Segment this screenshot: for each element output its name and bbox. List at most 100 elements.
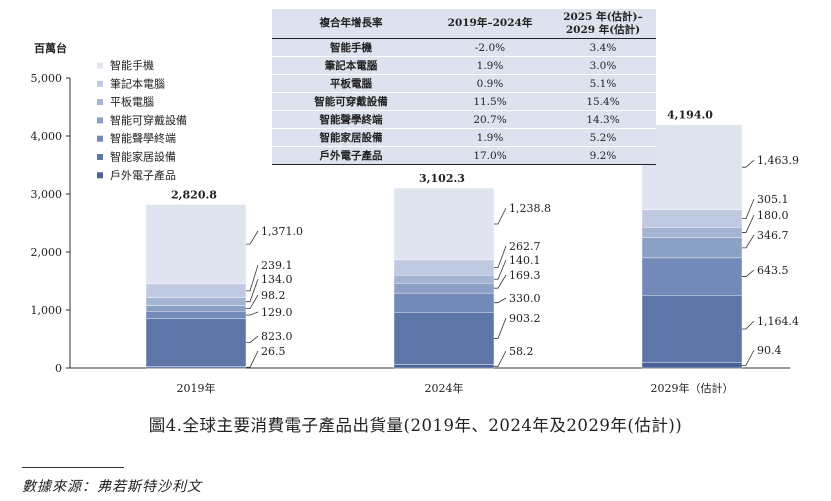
label-leader-line xyxy=(494,259,507,280)
cagr-header-period-2-line2: 2029 年(估計) xyxy=(565,23,641,36)
cagr-row-name: 智能家居設備 xyxy=(319,132,383,144)
data-label: 1,371.0 xyxy=(261,225,303,238)
bar-segment xyxy=(393,187,495,261)
label-leader-line xyxy=(494,350,507,367)
legend-swatch xyxy=(97,62,103,69)
data-label: 129.0 xyxy=(261,306,293,319)
y-tick-label: 4,000 xyxy=(31,130,63,143)
data-label: 330.0 xyxy=(509,292,541,305)
label-leader-line xyxy=(246,335,259,343)
cagr-row: 智能聲學終端 20.7% 14.3% xyxy=(272,111,656,129)
y-tick-label: 0 xyxy=(55,362,62,375)
label-leader-line xyxy=(246,278,259,303)
bar-segment xyxy=(145,283,247,298)
legend-swatch xyxy=(97,154,103,160)
label-leader-line xyxy=(246,264,259,292)
source-divider xyxy=(22,467,124,468)
label-leader-line xyxy=(494,297,507,304)
cagr-value-2025-2029: 14.3% xyxy=(586,113,620,126)
bar-segment xyxy=(145,366,247,369)
data-label: 643.5 xyxy=(757,264,789,277)
cagr-value-2025-2029: 3.4% xyxy=(589,41,617,54)
data-label: 346.7 xyxy=(757,229,789,242)
bar-segment xyxy=(145,204,247,285)
label-leader-line xyxy=(742,214,755,233)
bar-total-label: 4,194.0 xyxy=(667,109,713,122)
cagr-row: 智能家居設備 1.9% 5.2% xyxy=(272,129,656,147)
cagr-value-2025-2029: 5.1% xyxy=(589,77,617,90)
cagr-value-2019-2024: 1.9% xyxy=(476,131,504,144)
bar-segment xyxy=(145,311,247,319)
data-label: 180.0 xyxy=(757,209,789,222)
x-category-label: 2029年（估計） xyxy=(651,381,734,395)
cagr-row: 智能手機 -2.0% 3.4% xyxy=(272,39,656,57)
label-leader-line xyxy=(246,294,259,309)
x-category-label: 2024年 xyxy=(425,381,464,395)
data-label: 903.2 xyxy=(509,312,541,325)
legend-swatch xyxy=(97,117,103,124)
label-leader-line xyxy=(494,245,507,268)
source-note: 數據來源：弗若斯特沙利文 xyxy=(22,479,202,495)
label-leader-line xyxy=(246,311,259,316)
y-tick-label: 3,000 xyxy=(31,188,63,201)
data-label: 239.1 xyxy=(261,259,293,272)
data-label: 98.2 xyxy=(261,289,286,302)
label-leader-line xyxy=(742,159,755,168)
cagr-value-2019-2024: 0.9% xyxy=(476,77,504,90)
legend-swatch xyxy=(97,99,103,106)
cagr-row: 筆記本電腦 1.9% 3.0% xyxy=(272,57,656,75)
cagr-table: 複合年增長率 2019年–2024年 2025 年(估計)– 2029 年(估計… xyxy=(272,9,656,165)
bar-segment xyxy=(641,237,743,259)
cagr-value-2019-2024: 1.9% xyxy=(476,59,504,72)
y-axis-title: 百萬台 xyxy=(34,41,67,55)
cagr-value-2019-2024: 17.0% xyxy=(473,149,507,162)
cagr-value-2025-2029: 5.2% xyxy=(589,131,617,144)
bar-segment xyxy=(641,362,743,369)
y-tick-label: 2,000 xyxy=(31,246,63,259)
legend-label: 智能手機 xyxy=(110,58,154,72)
bar-segment xyxy=(393,364,495,369)
data-label: 1,238.8 xyxy=(509,202,551,215)
cagr-header-period-2: 2025 年(估計)– 2029 年(估計) xyxy=(550,9,656,39)
legend-label: 筆記本電腦 xyxy=(110,76,165,90)
bar-segment xyxy=(641,209,743,228)
legend-label: 智能可穿戴設備 xyxy=(110,113,187,127)
bar-segment xyxy=(393,259,495,276)
bar-segment xyxy=(145,318,247,367)
data-label: 305.1 xyxy=(757,193,789,206)
data-label: 1,463.9 xyxy=(757,154,799,167)
label-leader-line xyxy=(494,317,507,339)
bar-segment xyxy=(393,292,495,313)
data-label: 1,164.4 xyxy=(757,315,799,328)
bar-segment xyxy=(393,283,495,294)
bar-segment xyxy=(641,257,743,296)
legend-label: 智能家居設備 xyxy=(110,150,176,164)
cagr-header-label: 複合年增長率 xyxy=(272,9,430,39)
data-label: 58.2 xyxy=(509,345,534,358)
label-leader-line xyxy=(494,207,507,225)
cagr-value-2025-2029: 9.2% xyxy=(589,149,617,162)
cagr-row: 平板電腦 0.9% 5.1% xyxy=(272,75,656,93)
cagr-row-name: 平板電腦 xyxy=(330,78,372,90)
cagr-row-name: 戶外電子產品 xyxy=(319,150,383,162)
figure-caption: 圖4.全球主要消費電子產品出貨量(2019年、2024年及2029年(估計)) xyxy=(148,416,683,435)
label-leader-line xyxy=(246,230,259,245)
label-leader-line xyxy=(246,350,259,368)
cagr-value-2019-2024: -2.0% xyxy=(474,41,506,54)
data-label: 262.7 xyxy=(509,240,541,253)
legend-swatch xyxy=(97,80,103,87)
label-leader-line xyxy=(742,320,755,330)
cagr-value-2019-2024: 20.7% xyxy=(473,113,507,126)
bar-segment xyxy=(145,297,247,306)
legend-swatch xyxy=(97,135,103,142)
data-label: 140.1 xyxy=(509,254,541,267)
cagr-header-period-2-line1: 2025 年(估計)– xyxy=(563,10,643,23)
cagr-row-name: 筆記本電腦 xyxy=(324,60,378,72)
bar-segment xyxy=(145,305,247,312)
cagr-value-2025-2029: 3.0% xyxy=(589,59,617,72)
cagr-row: 智能可穿戴設備 11.5% 15.4% xyxy=(272,93,656,111)
label-leader-line xyxy=(742,198,755,219)
label-leader-line xyxy=(742,349,755,366)
y-tick-label: 1,000 xyxy=(31,304,63,317)
cagr-row-name: 智能可穿戴設備 xyxy=(314,96,388,108)
